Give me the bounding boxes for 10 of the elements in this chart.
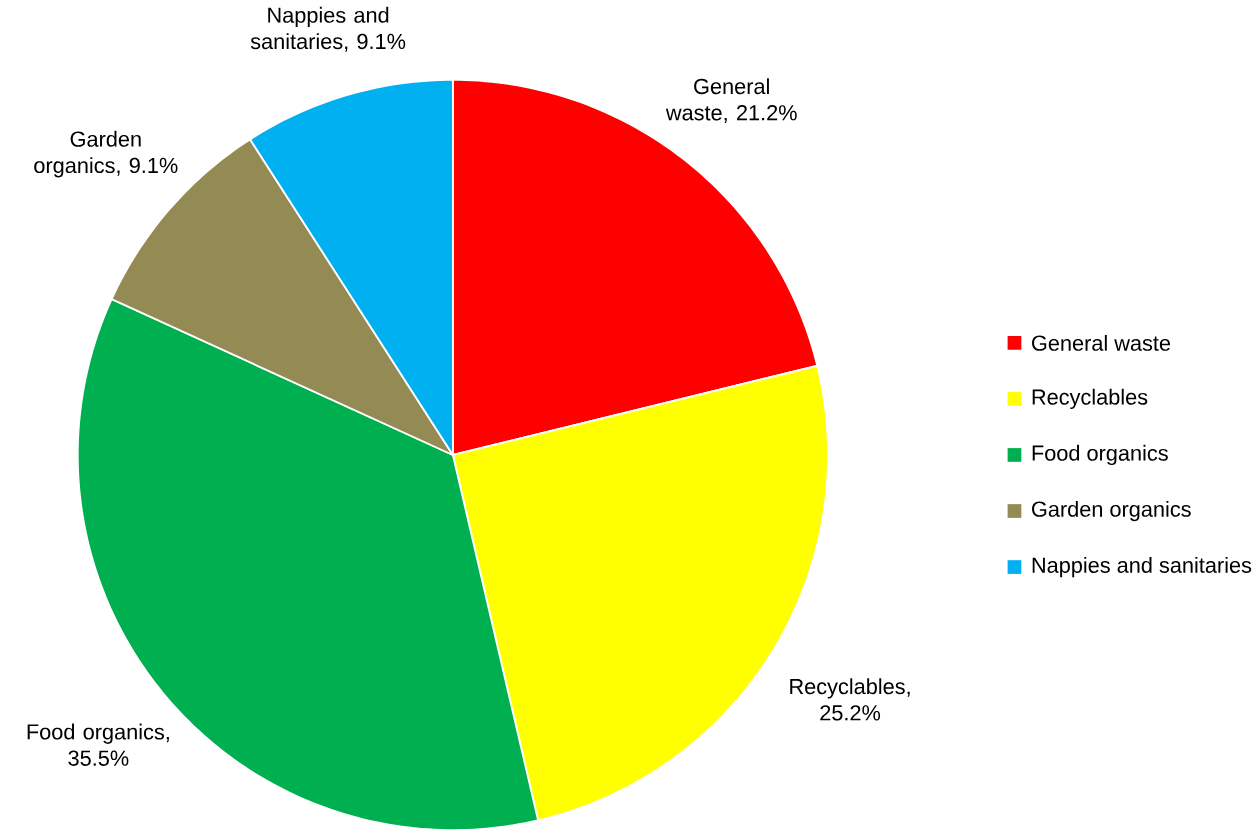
legend-label: Garden organics — [1032, 500, 1191, 522]
data-label: General waste, 21.2% — [665, 78, 797, 124]
legend-label: Nappies and sanitaries — [1032, 556, 1252, 578]
legend-label: General waste — [1032, 334, 1171, 351]
data-label: Garden organics, 9.1% — [34, 130, 178, 178]
data-label: Food organics, 35.5% — [27, 723, 169, 766]
data-label: Nappies and sanitaries, 9.1% — [250, 6, 406, 52]
legend-label: Recyclables — [1032, 388, 1148, 410]
data-label: Recyclables, 25.2% — [790, 678, 910, 721]
legend-label: Food organics — [1032, 444, 1168, 466]
